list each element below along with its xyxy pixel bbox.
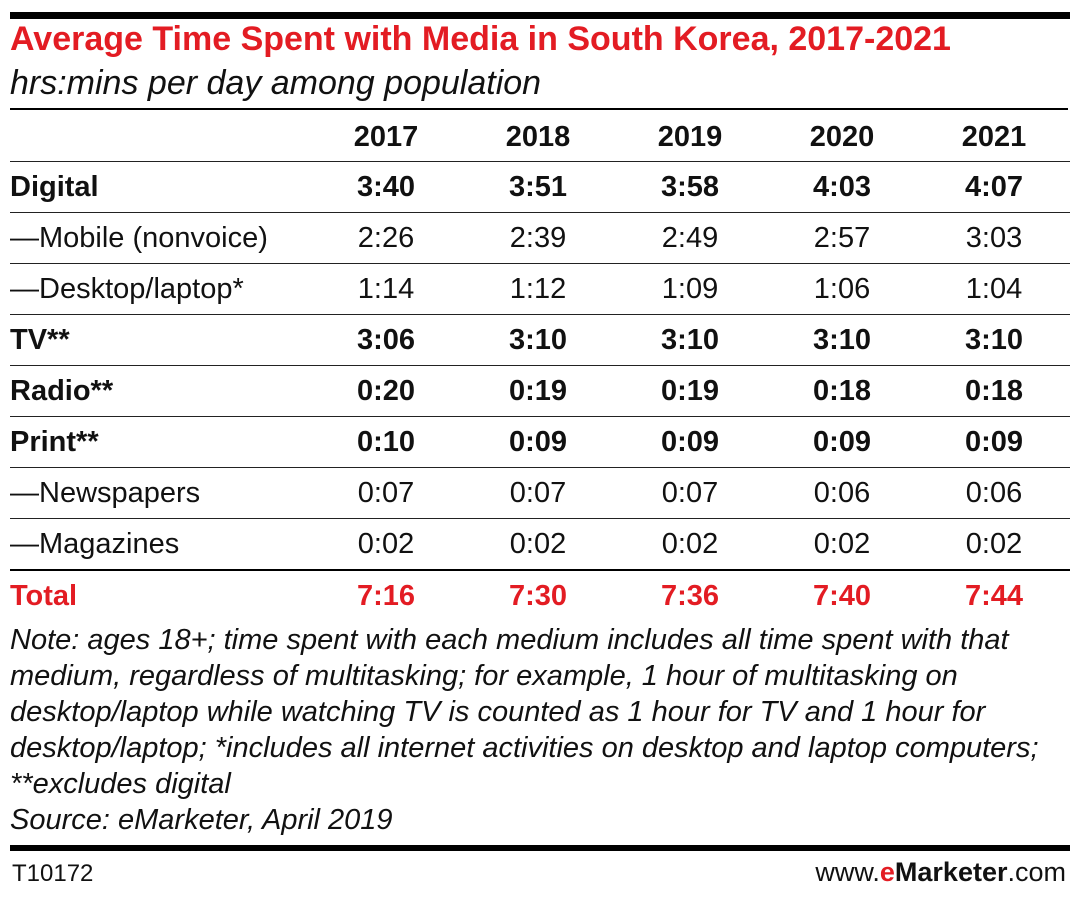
table-row: Digital 3:40 3:51 3:58 4:03 4:07 — [10, 161, 1070, 213]
column-header: 2019 — [657, 120, 723, 153]
data-table: 2017 2018 2019 2020 2021 Digital 3:40 3:51… — [10, 113, 1070, 621]
row-label: Radio** — [10, 365, 310, 417]
table-row: Print** 0:10 0:09 0:09 0:09 0:09 — [10, 416, 1070, 468]
value-cell: 3:10 — [766, 314, 918, 366]
value-cell: 1:14 — [310, 263, 462, 315]
table-row: —Magazines 0:02 0:02 0:02 0:02 0:02 — [10, 518, 1070, 570]
row-label: —Magazines — [10, 518, 310, 570]
brand-e: e — [879, 857, 895, 887]
value-cell: 0:07 — [614, 467, 766, 519]
value-cell: 0:09 — [918, 416, 1070, 468]
value-cell: 0:06 — [918, 467, 1070, 519]
value-cell: 0:09 — [614, 416, 766, 468]
header-rule — [10, 108, 1068, 110]
chart-title: Average Time Spent with Media in South K… — [10, 20, 951, 58]
site-url[interactable]: www.eMarketer.com — [815, 857, 1066, 888]
top-rule — [10, 12, 1070, 19]
value-cell: 3:06 — [310, 314, 462, 366]
row-label: —Desktop/laptop* — [10, 263, 310, 315]
note-block: Note: ages 18+; time spent with each med… — [10, 622, 1070, 838]
column-header: 2017 — [353, 120, 419, 153]
value-cell: 3:10 — [462, 314, 614, 366]
row-label: Print** — [10, 416, 310, 468]
value-cell: 0:10 — [310, 416, 462, 468]
footer-rule — [10, 845, 1070, 851]
total-value-cell: 7:44 — [918, 569, 1070, 621]
column-header: 2021 — [961, 120, 1027, 153]
value-cell: 4:03 — [766, 161, 918, 213]
value-cell: 3:40 — [310, 161, 462, 213]
value-cell: 0:02 — [918, 518, 1070, 570]
value-cell: 0:07 — [310, 467, 462, 519]
value-cell: 0:02 — [614, 518, 766, 570]
table-row: TV** 3:06 3:10 3:10 3:10 3:10 — [10, 314, 1070, 366]
brand-name: Marketer — [894, 857, 1008, 887]
row-label: —Mobile (nonvoice) — [10, 212, 310, 264]
chart-subtitle: hrs:mins per day among population — [10, 64, 542, 102]
value-cell: 1:09 — [614, 263, 766, 315]
value-cell: 0:20 — [310, 365, 462, 417]
value-cell: 2:49 — [614, 212, 766, 264]
total-value-cell: 7:16 — [310, 569, 462, 621]
value-cell: 0:19 — [462, 365, 614, 417]
value-cell: 2:26 — [310, 212, 462, 264]
value-cell: 4:07 — [918, 161, 1070, 213]
header-label-cell — [10, 113, 310, 162]
value-cell: 0:07 — [462, 467, 614, 519]
table-row: —Desktop/laptop* 1:14 1:12 1:09 1:06 1:04 — [10, 263, 1070, 315]
value-cell: 3:10 — [614, 314, 766, 366]
site-prefix: www. — [815, 857, 880, 887]
site-suffix: .com — [1007, 857, 1066, 887]
total-label: Total — [10, 569, 310, 621]
value-cell: 0:18 — [918, 365, 1070, 417]
source-text: Source: eMarketer, April 2019 — [10, 804, 393, 836]
value-cell: 0:02 — [766, 518, 918, 570]
value-cell: 2:57 — [766, 212, 918, 264]
value-cell: 1:04 — [918, 263, 1070, 315]
total-value-cell: 7:36 — [614, 569, 766, 621]
value-cell: 1:06 — [766, 263, 918, 315]
value-cell: 3:58 — [614, 161, 766, 213]
note-text: Note: ages 18+; time spent with each med… — [10, 624, 1039, 800]
table-row: —Newspapers 0:07 0:07 0:07 0:06 0:06 — [10, 467, 1070, 519]
table-body: Digital 3:40 3:51 3:58 4:03 4:07 —Mobile (nonv… — [10, 161, 1070, 621]
total-value-cell: 7:40 — [766, 569, 918, 621]
value-cell: 2:39 — [462, 212, 614, 264]
header-row: 2017 2018 2019 2020 2021 — [10, 113, 1070, 162]
value-cell: 1:12 — [462, 263, 614, 315]
value-cell: 0:18 — [766, 365, 918, 417]
value-cell: 0:02 — [310, 518, 462, 570]
value-cell: 3:03 — [918, 212, 1070, 264]
table-id: T10172 — [12, 860, 94, 887]
table-row: Radio** 0:20 0:19 0:19 0:18 0:18 — [10, 365, 1070, 417]
row-label: —Newspapers — [10, 467, 310, 519]
value-cell: 0:02 — [462, 518, 614, 570]
row-label: Digital — [10, 161, 310, 213]
value-cell: 0:09 — [766, 416, 918, 468]
value-cell: 3:51 — [462, 161, 614, 213]
value-cell: 0:09 — [462, 416, 614, 468]
value-cell: 0:19 — [614, 365, 766, 417]
value-cell: 0:06 — [766, 467, 918, 519]
value-cell: 3:10 — [918, 314, 1070, 366]
row-label: TV** — [10, 314, 310, 366]
total-value-cell: 7:30 — [462, 569, 614, 621]
column-header: 2018 — [505, 120, 571, 153]
column-header: 2020 — [809, 120, 875, 153]
table-row: —Mobile (nonvoice) 2:26 2:39 2:49 2:57 3:03 — [10, 212, 1070, 264]
total-row: Total 7:16 7:30 7:36 7:40 7:44 — [10, 569, 1070, 621]
